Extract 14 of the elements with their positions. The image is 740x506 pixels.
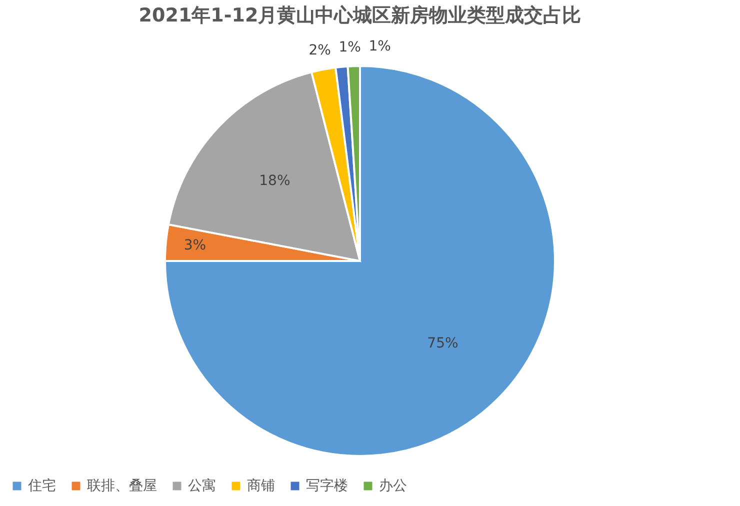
data-label: 18% <box>259 172 290 189</box>
legend-label: 写字楼 <box>306 478 348 494</box>
data-label: 3% <box>184 237 206 254</box>
legend-label: 办公 <box>379 478 407 494</box>
data-label: 2% <box>308 42 331 58</box>
data-label: 1% <box>368 38 391 55</box>
legend-label: 住宅 <box>27 478 56 494</box>
legend-label: 商铺 <box>247 478 275 494</box>
legend-label: 联排、叠屋 <box>87 478 157 494</box>
data-label: 75% <box>427 336 458 352</box>
pie-slice <box>164 65 556 457</box>
chart-title: 2021年1-12月黄山中心城区新房物业类型成交占比 <box>138 4 582 27</box>
legend-label: 公寓 <box>188 478 216 494</box>
data-label: 1% <box>338 39 361 56</box>
